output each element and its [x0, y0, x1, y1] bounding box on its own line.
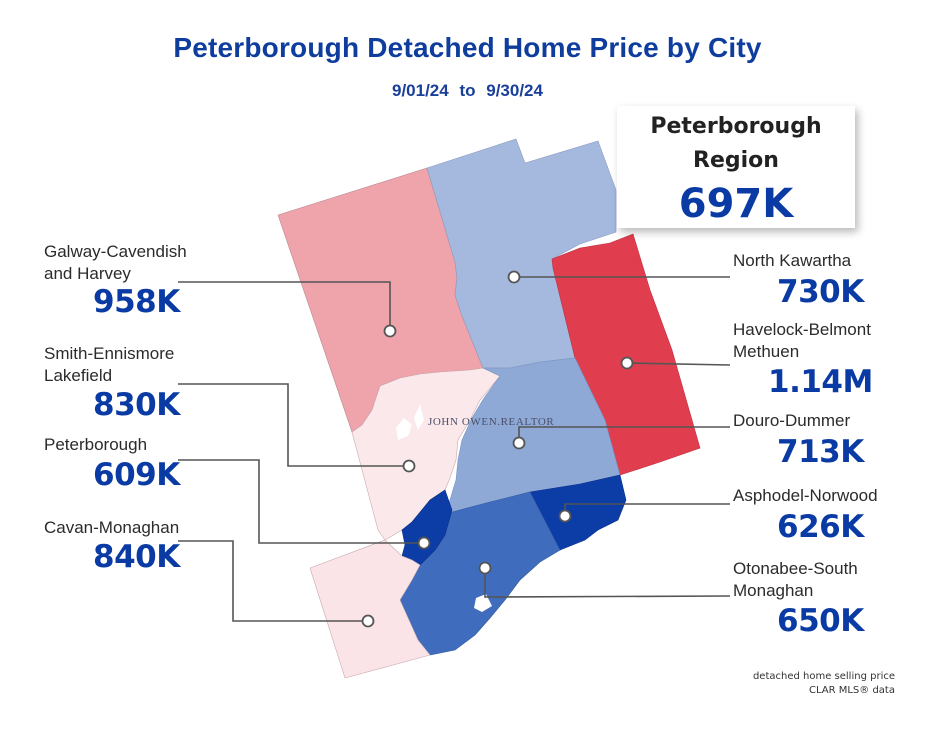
date-from: 9/01/24 [392, 81, 449, 100]
city-value-north-kawartha: 730K [777, 274, 864, 310]
lake-shape [474, 594, 492, 612]
city-label-otonabee: Otonabee-South Monaghan [733, 559, 858, 600]
marker-peterborough[interactable] [417, 536, 431, 550]
city-label-cavan: Cavan-Monaghan [44, 518, 180, 537]
date-separator: to [459, 81, 476, 100]
marker-smith[interactable] [402, 459, 416, 473]
marker-north-kawartha[interactable] [507, 270, 521, 284]
region-asphodel-norwood[interactable] [529, 474, 627, 551]
city-value-cavan: 840K [93, 539, 180, 575]
city-label-havelock: Havelock-Belmont Methuen [733, 320, 871, 361]
city-value-galway: 958K [93, 284, 180, 320]
city-label-north-kawartha: North Kawartha [733, 251, 852, 270]
leader-line-havelock [626, 362, 731, 366]
region-value: 697K [678, 181, 794, 227]
leader-line-galway [178, 281, 391, 331]
marker-havelock[interactable] [620, 356, 634, 370]
leader-line-peterborough [178, 459, 424, 544]
city-value-douro: 713K [777, 434, 864, 470]
marker-asphodel[interactable] [558, 509, 572, 523]
date-range: 9/01/24 to 9/30/24 [0, 81, 935, 101]
leader-line-smith [178, 383, 409, 467]
city-label-douro: Douro-Dummer [733, 411, 851, 430]
city-label-galway: Galway-Cavendish and Harvey [44, 242, 187, 283]
region-summary-card: Peterborough Region 697K [617, 106, 855, 228]
date-to: 9/30/24 [486, 81, 543, 100]
leader-line-otonabee [484, 568, 731, 598]
leader-line-cavan [178, 540, 368, 622]
city-value-otonabee: 650K [777, 603, 864, 639]
lake-shape [396, 418, 412, 440]
region-cavan-monaghan[interactable] [309, 539, 431, 679]
lake-shape [414, 404, 424, 430]
city-value-havelock: 1.14M [768, 364, 873, 400]
marker-otonabee[interactable] [478, 561, 492, 575]
city-value-smith: 830K [93, 387, 180, 423]
region-name: Peterborough Region [650, 114, 822, 173]
city-label-peterborough: Peterborough [44, 435, 148, 454]
marker-douro[interactable] [512, 436, 526, 450]
city-label-asphodel: Asphodel-Norwood [733, 486, 878, 505]
city-label-smith: Smith-Ennismore Lakefield [44, 344, 175, 385]
watermark-text: JOHN OWEN.REALTOR [428, 416, 554, 428]
marker-galway[interactable] [383, 324, 397, 338]
marker-cavan[interactable] [361, 614, 375, 628]
city-value-asphodel: 626K [777, 509, 864, 545]
city-value-peterborough: 609K [93, 457, 180, 493]
map-title: Peterborough Detached Home Price by City [173, 32, 762, 63]
source-footnote: detached home selling price CLAR MLS® da… [752, 671, 895, 696]
region-peterborough-city[interactable] [401, 489, 453, 566]
